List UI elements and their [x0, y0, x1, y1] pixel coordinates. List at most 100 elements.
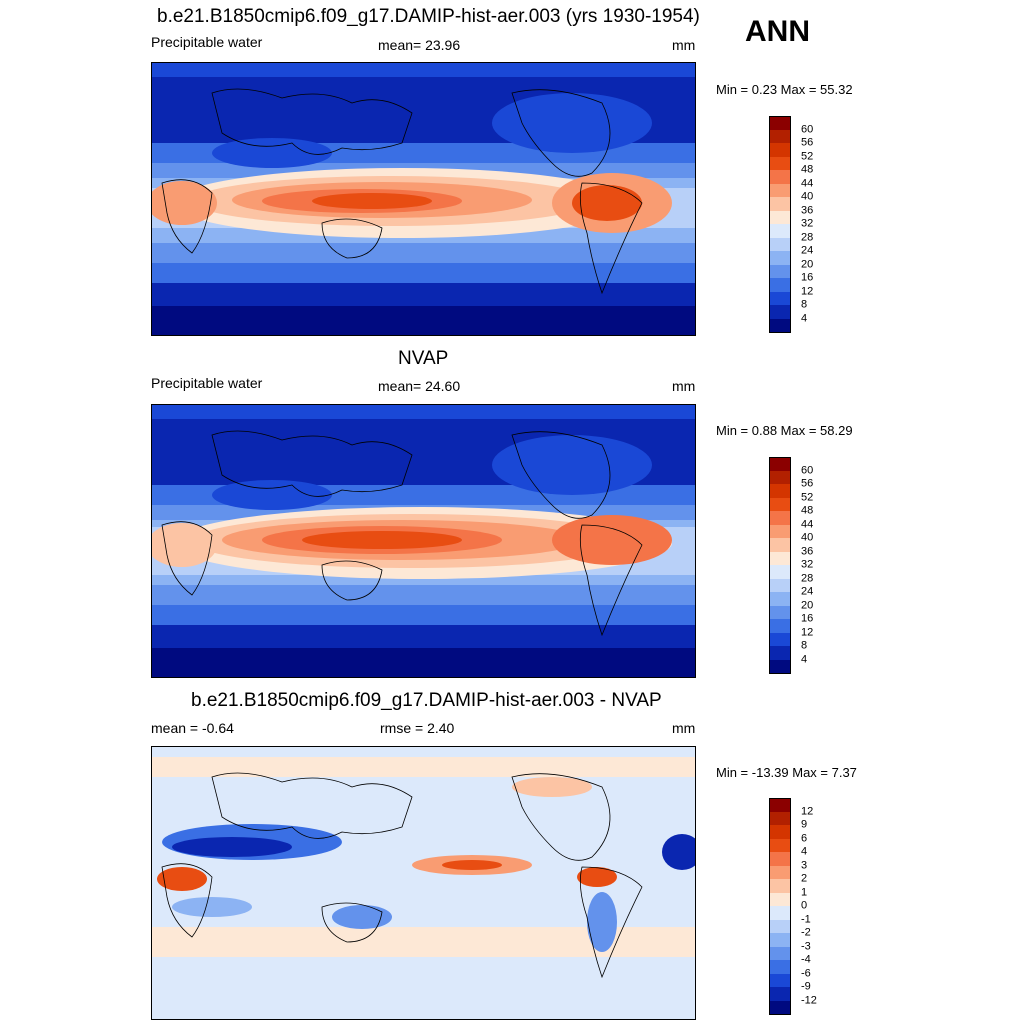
panel2-colorbar-tick-label: 52: [801, 491, 814, 503]
panel1-colorbar-swatch: [769, 183, 791, 198]
panel3-colorbar-tick-label: 3: [801, 859, 808, 871]
panel2-colorbar-tick-label: 44: [801, 518, 814, 530]
panel1-colorbar-swatch: [769, 224, 791, 238]
panel2-colorbar-tick-label: 12: [801, 626, 814, 638]
panel3-field: [152, 747, 695, 1019]
panel3-colorbar-tick-label: -4: [801, 953, 811, 966]
panel3-colorbar-tick-label: -3: [801, 940, 811, 952]
panel2-colorbar-swatch: [769, 524, 791, 539]
panel1-colorbar-swatch: [769, 305, 791, 319]
panel1-colorbar-tick-label: 12: [801, 285, 814, 297]
panel2-colorbar-swatch: [769, 565, 791, 579]
panel2-colorbar-tick-label: 48: [801, 504, 814, 517]
panel2-colorbar-tick-label: 8: [801, 639, 808, 652]
panel1-title: b.e21.B1850cmip6.f09_g17.DAMIP-hist-aer.…: [157, 6, 700, 27]
panel2-colorbar-tick-label: 36: [801, 545, 814, 557]
panel3-colorbar-swatch: [769, 933, 791, 947]
panel2-colorbar-tick-label: 32: [801, 558, 814, 571]
panel2-minmax: Min = 0.88 Max = 58.29: [716, 423, 853, 438]
panel2-colorbar-swatch: [769, 497, 791, 512]
panel2-colorbar-swatch: [769, 511, 791, 525]
panel2-title: NVAP: [398, 348, 449, 369]
panel1-field: [152, 63, 695, 335]
panel1-colorbar-swatch: [769, 237, 791, 252]
panel2-mean-label: mean= 24.60: [378, 378, 461, 394]
panel1-colorbar-tick-label: 28: [801, 231, 814, 243]
panel3-colorbar-tick-label: 9: [801, 818, 808, 831]
panel2-colorbar-tick-label: 20: [801, 599, 814, 611]
panel3-colorbar-swatch: [769, 811, 791, 826]
panel2-colorbar-tick-label: 16: [801, 612, 814, 625]
panel3-colorbar-tick-label: -1: [801, 913, 811, 925]
panel2-colorbar-tick-label: 28: [801, 572, 814, 584]
panel1-colorbar-tick-label: 52: [801, 150, 814, 162]
panel3-colorbar-swatch: [769, 987, 791, 1001]
panel2-variable-label: Precipitable water: [151, 375, 263, 391]
panel3-title: b.e21.B1850cmip6.f09_g17.DAMIP-hist-aer.…: [191, 690, 662, 711]
panel1-colorbar-swatch: [769, 264, 791, 279]
panel3-colorbar-tick-label: 2: [801, 872, 808, 885]
panel3-colorbar-swatch: [769, 825, 791, 839]
panel3-colorbar-swatch: [769, 838, 791, 853]
panel1-colorbar-swatch: [769, 197, 791, 211]
panel1-colorbar-tick-label: 36: [801, 204, 814, 216]
panel2-colorbar-tick-label: 4: [801, 653, 808, 665]
season-label: ANN: [745, 15, 810, 48]
panel3-minmax: Min = -13.39 Max = 7.37: [716, 765, 857, 780]
panel2-colorbar-swatch: [769, 605, 791, 620]
panel3-rmse-label: rmse = 2.40: [380, 720, 455, 736]
panel1-variable-label: Precipitable water: [151, 34, 263, 50]
panel2-colorbar-swatch: [769, 551, 791, 566]
panel3-colorbar-swatch: [769, 973, 791, 988]
panel1-colorbar-tick-label: 44: [801, 177, 814, 189]
panel3-colorbar-tick-label: -6: [801, 967, 811, 979]
panel2-colorbar-swatch: [769, 619, 791, 633]
panel2-colorbar-tick-label: 56: [801, 477, 814, 490]
panel1-colorbar-tick-label: 60: [801, 123, 814, 135]
panel1-units: mm: [672, 37, 696, 53]
panel2-colorbar-swatch: [769, 659, 791, 674]
panel2-colorbar-swatch: [769, 578, 791, 593]
panel1-colorbar-swatch: [769, 318, 791, 333]
panel3-colorbar-swatch: [769, 798, 791, 812]
panel2-colorbar-swatch: [769, 538, 791, 552]
panel3-colorbar-swatch: [769, 946, 791, 961]
panel2-colorbar-swatch: [769, 632, 791, 647]
panel1-colorbar-swatch: [769, 170, 791, 184]
panel2-colorbar-tick-label: 40: [801, 531, 814, 544]
panel1-colorbar-tick-label: 32: [801, 217, 814, 230]
panel3-mean-label: mean = -0.64: [151, 720, 234, 736]
panel3-colorbar-swatch: [769, 879, 791, 893]
panel3-colorbar-tick-label: 6: [801, 832, 808, 844]
panel1-colorbar-tick-label: 8: [801, 298, 808, 311]
panel1-colorbar-tick-label: 24: [801, 244, 814, 257]
panel2-colorbar-swatch: [769, 484, 791, 498]
panel2-colorbar-swatch: [769, 592, 791, 606]
panel3-colorbar-tick-label: 1: [801, 886, 808, 898]
panel2-colorbar-swatch: [769, 646, 791, 660]
panel1-colorbar-swatch: [769, 143, 791, 157]
panel1-colorbar-swatch: [769, 251, 791, 265]
panel1-colorbar-swatch: [769, 116, 791, 130]
panel1-colorbar-tick-label: 56: [801, 136, 814, 149]
panel2-field: [152, 405, 695, 677]
panel1-colorbar-tick-label: 48: [801, 163, 814, 176]
panel2-colorbar-tick-label: 24: [801, 585, 814, 598]
panel3-colorbar-swatch: [769, 865, 791, 880]
panel2-colorbar-tick-label: 60: [801, 464, 814, 476]
panel1-colorbar-tick-label: 16: [801, 271, 814, 284]
panel3-colorbar-tick-label: 4: [801, 845, 808, 858]
panel3-units: mm: [672, 720, 696, 736]
panel1-colorbar-swatch: [769, 278, 791, 292]
panel1-colorbar-swatch: [769, 129, 791, 144]
panel3-colorbar-swatch: [769, 906, 791, 920]
panel3-colorbar-tick-label: -2: [801, 926, 811, 939]
panel1-colorbar-swatch: [769, 210, 791, 225]
panel1-colorbar-tick-label: 20: [801, 258, 814, 270]
panel3-colorbar-swatch: [769, 1000, 791, 1015]
panel2-colorbar-swatch: [769, 457, 791, 471]
panel3-colorbar-tick-label: 0: [801, 899, 808, 912]
panel2-units: mm: [672, 378, 696, 394]
panel3-colorbar-swatch: [769, 852, 791, 866]
panel2-map: [151, 404, 696, 678]
